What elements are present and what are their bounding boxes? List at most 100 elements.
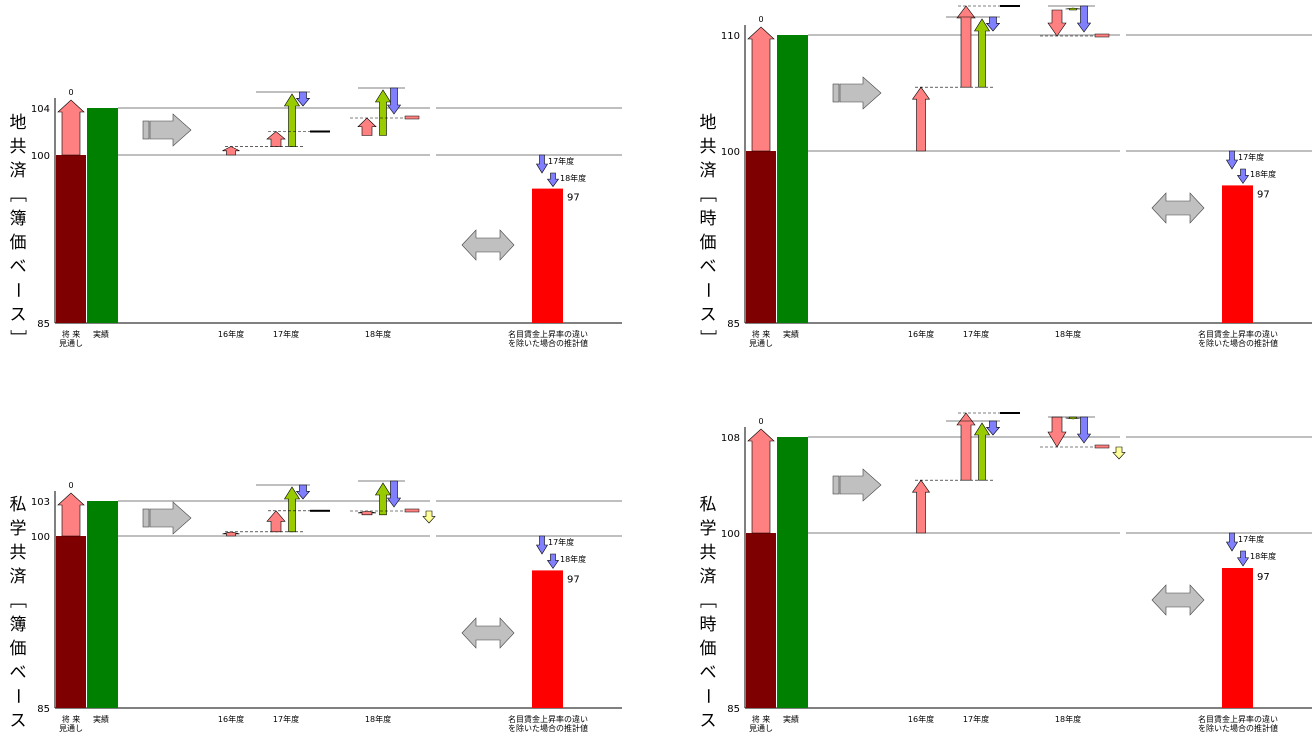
transition-arrow-tail <box>142 508 150 528</box>
pink-arrow-projection <box>57 99 85 156</box>
bar-fy18-small <box>1094 444 1110 449</box>
y-tick-label-1: 100 <box>31 532 50 543</box>
annot-label-fy17: 17年度 <box>548 537 574 547</box>
zero-label: 0 <box>68 481 73 490</box>
x-label-actual: 実績 <box>93 329 109 339</box>
x-label-result-2: を除いた場合の推計値 <box>1198 723 1278 733</box>
chart-title-char: 私 <box>10 495 27 515</box>
pink-arrow-fy17 <box>266 131 286 147</box>
compare-arrow <box>461 617 515 649</box>
blue-arrow-fy18 <box>386 480 402 508</box>
green-arrow-fy17 <box>973 18 991 88</box>
x-label-fy16: 16年度 <box>218 329 244 339</box>
x-label-result-2: を除いた場合の推計値 <box>508 723 588 733</box>
x-label-fy16: 16年度 <box>908 714 934 724</box>
chart-title-char: ［ <box>697 186 717 203</box>
blue-arrow-result-18 <box>1236 168 1250 184</box>
y-tick-label-2: 110 <box>721 31 740 42</box>
x-label-projection: 将 来 <box>752 714 771 724</box>
chart-title-char: ベ <box>10 257 27 277</box>
blue-arrow-result-17 <box>535 154 549 174</box>
pink-arrow-fy18 <box>357 117 377 136</box>
bar-fy17-flat <box>1000 5 1020 7</box>
y-tick-label-0: 85 <box>37 319 50 330</box>
pink-arrow-projection <box>747 26 775 152</box>
chart-title-char: ー <box>697 688 717 705</box>
chart-title-char: 簿 <box>10 209 27 229</box>
transition-arrow <box>149 501 192 535</box>
chart-title-char: 済 <box>700 161 717 181</box>
chart-title-char: ［ <box>697 592 717 609</box>
bar-actual <box>87 108 118 323</box>
bar-result <box>532 570 563 708</box>
bar-projection <box>746 151 776 323</box>
blue-arrow-fy18 <box>1076 5 1092 33</box>
annot-label-fy18: 18年度 <box>560 554 586 564</box>
annot-label-fy18: 18年度 <box>1250 551 1276 561</box>
bar-fy18-small <box>1094 33 1110 38</box>
result-value-label: 97 <box>1257 572 1270 583</box>
chart-title-char: ］ <box>697 330 717 347</box>
compare-arrow <box>461 229 515 261</box>
x-label-fy18: 18年度 <box>1055 714 1081 724</box>
yellow-arrow-fy18 <box>422 510 436 524</box>
annot-label-fy18: 18年度 <box>1250 169 1276 179</box>
blue-arrow-fy17 <box>985 420 1001 436</box>
yellow-arrow-fy18 <box>1112 446 1126 460</box>
transition-arrow-tail <box>142 120 150 140</box>
chart-title-char: 価 <box>10 639 27 659</box>
y-tick-label-0: 85 <box>727 704 740 715</box>
chart-title-char: ス <box>10 711 27 731</box>
y-tick-label-1: 100 <box>31 151 50 162</box>
x-label-fy18: 18年度 <box>365 329 391 339</box>
transition-arrow-tail <box>832 83 840 103</box>
x-label-projection: 将 来 <box>752 329 771 339</box>
pink-arrow-fy16 <box>911 479 931 534</box>
pink-arrow-fy16 <box>222 531 240 537</box>
blue-arrow-fy17 <box>985 16 1001 32</box>
x-label-actual: 実績 <box>783 714 799 724</box>
chart-title-char: 時 <box>700 615 717 635</box>
x-label-fy16: 16年度 <box>218 714 244 724</box>
x-label-result: 名目賃金上昇率の違い <box>508 329 588 339</box>
chart-title-char: 共 <box>10 543 27 563</box>
pink-arrow-fy17 <box>266 510 286 533</box>
x-label-projection-2: 見通し <box>749 723 773 733</box>
zero-label: 0 <box>758 15 763 24</box>
blue-arrow-result-17 <box>535 535 549 555</box>
chart-title-char: ［ <box>7 186 27 203</box>
chart-title-char: 簿 <box>10 615 27 635</box>
y-tick-label-1: 100 <box>721 529 740 540</box>
chart-title-char: 時 <box>700 209 717 229</box>
zero-label: 0 <box>758 417 763 426</box>
x-label-fy17: 17年度 <box>963 329 989 339</box>
x-label-actual: 実績 <box>93 714 109 724</box>
chart-title-char: 済 <box>10 161 27 181</box>
x-label-result-2: を除いた場合の推計値 <box>508 338 588 348</box>
bar-actual <box>777 437 808 708</box>
transition-arrow <box>839 76 882 110</box>
blue-arrow-result-18 <box>1236 550 1250 567</box>
blue-arrow-fy18 <box>1076 416 1092 444</box>
green-arrow-fy18 <box>374 482 392 516</box>
bar-fy17-flat <box>1000 412 1020 414</box>
x-label-fy17: 17年度 <box>273 329 299 339</box>
bar-projection <box>56 155 86 323</box>
chart-title-char: ス <box>700 305 717 325</box>
transition-arrow <box>839 468 882 502</box>
y-tick-label-0: 85 <box>37 704 50 715</box>
bar-result <box>1222 568 1253 708</box>
chart-title-char: ベ <box>700 257 717 277</box>
blue-arrow-result-18 <box>546 172 560 188</box>
pink-arrow-projection <box>57 492 85 537</box>
y-tick-label-1: 100 <box>721 147 740 158</box>
blue-arrow-result-18 <box>546 553 560 569</box>
chart-title-char: ー <box>697 282 717 299</box>
y-tick-label-0: 85 <box>727 319 740 330</box>
result-value-label: 97 <box>567 574 580 585</box>
annot-label-fy17: 17年度 <box>548 156 574 166</box>
x-label-result-2: を除いた場合の推計値 <box>1198 338 1278 348</box>
x-label-projection-2: 見通し <box>59 723 83 733</box>
